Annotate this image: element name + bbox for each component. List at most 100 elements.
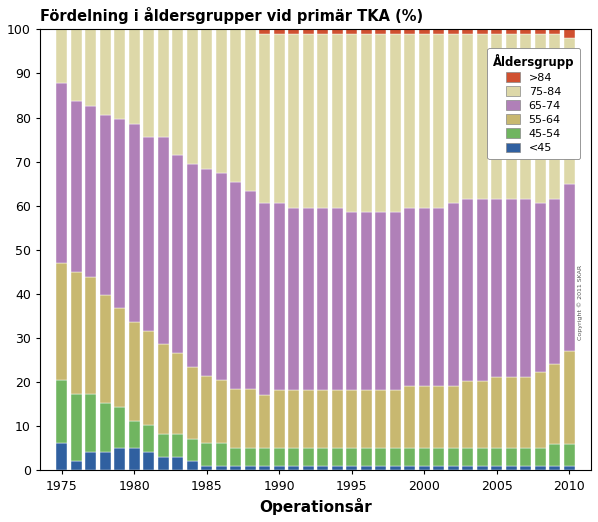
Bar [564,38,575,184]
Bar [303,208,313,390]
Bar [376,466,386,470]
Bar [129,29,139,124]
Bar [462,382,473,448]
Bar [129,448,139,470]
Bar [376,212,386,390]
Bar [332,448,343,466]
Bar [56,84,67,264]
Bar [462,466,473,470]
Bar [492,199,502,377]
Bar [318,390,328,448]
Bar [129,322,139,421]
Bar [346,34,357,212]
Bar [492,448,502,466]
Bar [448,466,459,470]
Bar [535,29,546,34]
Bar [216,466,227,470]
Bar [390,212,401,390]
Bar [477,466,488,470]
Bar [274,390,285,448]
Bar [85,106,96,277]
Bar [434,34,444,208]
Bar [303,448,313,466]
Bar [390,34,401,212]
Bar [187,29,197,164]
Bar [492,29,502,34]
Bar [550,199,560,363]
Bar [172,29,183,156]
Bar [274,34,285,203]
Bar [100,403,111,453]
Bar [71,272,81,394]
Bar [85,277,96,394]
Bar [114,120,125,309]
Bar [288,29,299,34]
Bar [404,34,415,208]
Bar [332,208,343,390]
Bar [100,295,111,403]
Bar [114,408,125,448]
Bar [520,377,531,448]
Bar [404,29,415,34]
Bar [245,192,255,389]
Bar [492,466,502,470]
Bar [462,199,473,382]
Bar [434,448,444,466]
Bar [506,34,517,199]
Bar [404,448,415,466]
Bar [274,448,285,466]
Bar [187,164,197,367]
Bar [85,453,96,470]
Bar [216,444,227,466]
Bar [404,208,415,386]
Bar [564,351,575,444]
Bar [260,29,270,34]
Bar [71,461,81,470]
Bar [216,29,227,173]
Bar [564,444,575,466]
Bar [535,466,546,470]
Bar [448,34,459,203]
Bar [318,208,328,390]
Text: Copyright © 2011 SKAR: Copyright © 2011 SKAR [577,265,583,340]
Bar [462,448,473,466]
Bar [129,421,139,448]
Bar [332,29,343,34]
Bar [448,386,459,448]
Bar [477,199,488,382]
Bar [260,34,270,203]
Bar [390,466,401,470]
Bar [143,453,154,470]
Bar [245,389,255,448]
Bar [245,448,255,466]
Bar [535,203,546,372]
X-axis label: Operationsår: Operationsår [259,498,372,515]
Bar [462,29,473,34]
Bar [158,345,169,434]
Bar [201,169,212,376]
Bar [100,29,111,115]
Bar [100,453,111,470]
Bar [56,381,67,444]
Text: Fördelning i åldersgrupper vid primär TKA (%): Fördelning i åldersgrupper vid primär TK… [40,7,423,24]
Bar [477,34,488,199]
Bar [85,394,96,453]
Bar [550,29,560,34]
Bar [535,448,546,466]
Bar [332,466,343,470]
Bar [346,390,357,448]
Bar [172,457,183,470]
Bar [492,377,502,448]
Bar [448,448,459,466]
Bar [230,448,241,466]
Bar [462,34,473,199]
Bar [535,34,546,203]
Bar [230,389,241,448]
Bar [260,448,270,466]
Bar [260,466,270,470]
Bar [114,448,125,470]
Bar [506,466,517,470]
Bar [361,212,372,390]
Bar [332,34,343,208]
Bar [129,124,139,322]
